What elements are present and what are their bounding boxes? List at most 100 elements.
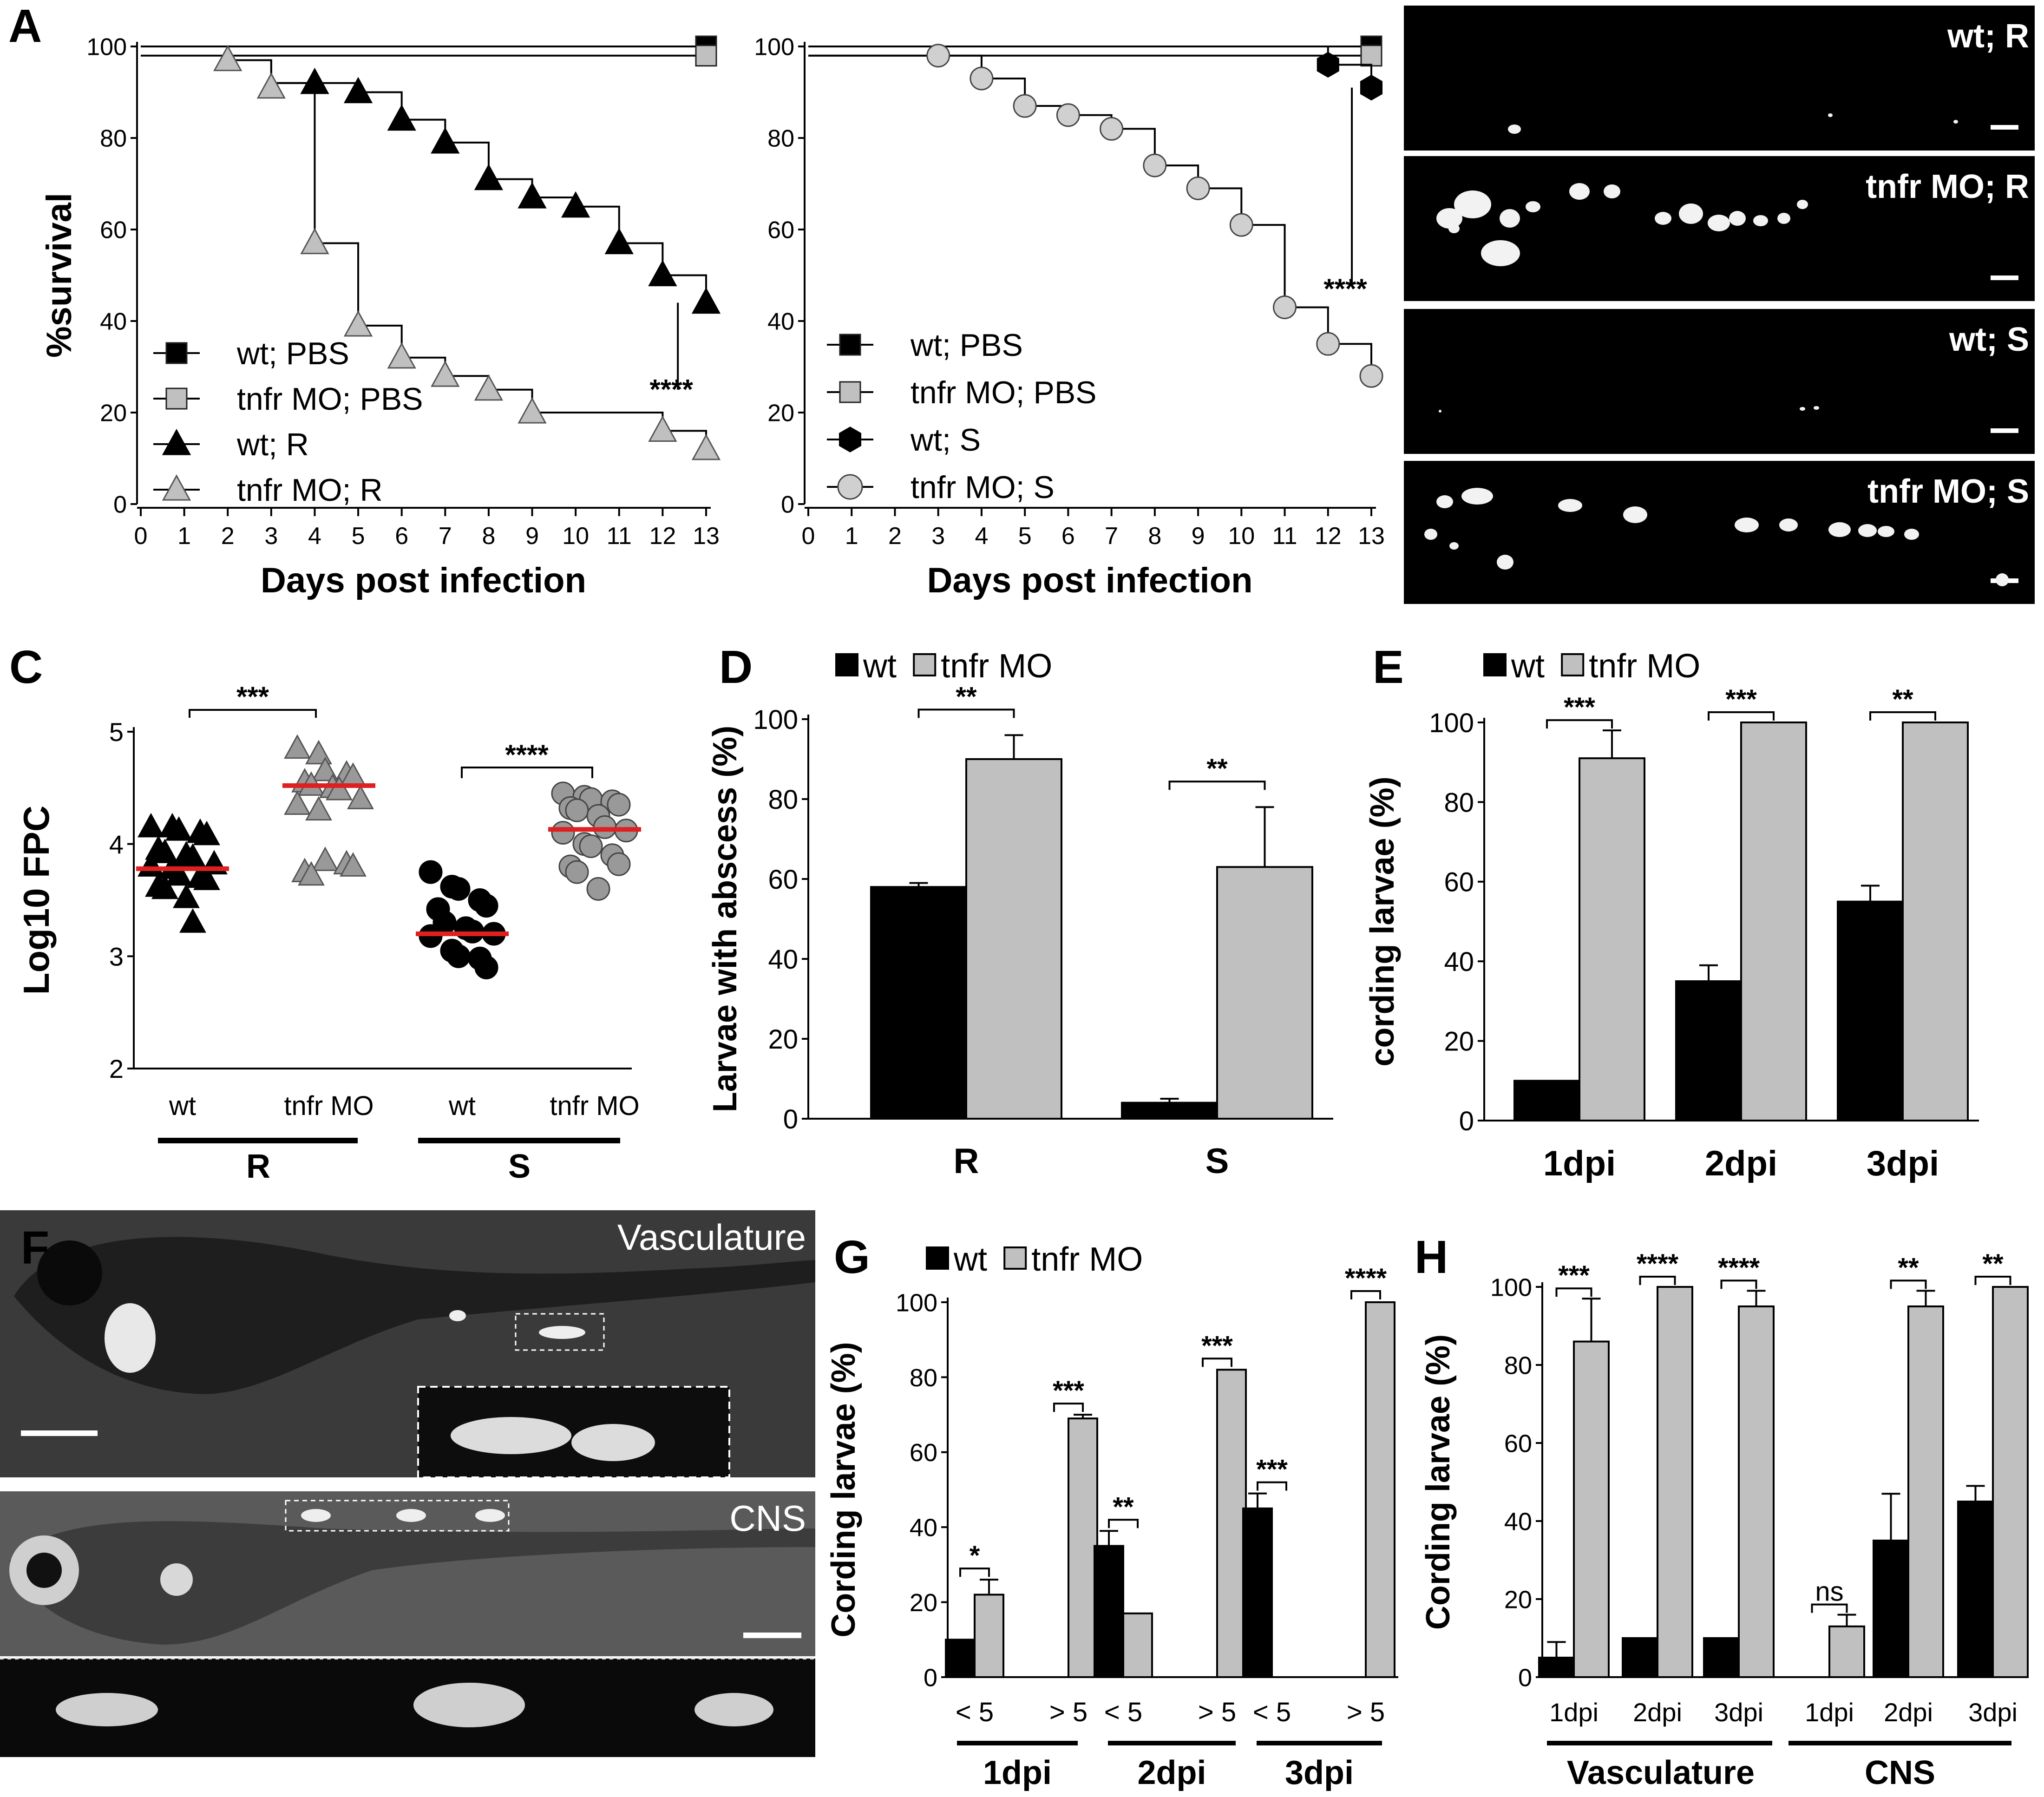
significance-bracket: [1108, 1519, 1139, 1528]
bar-y-axis-title: Cording larvae (%): [825, 1342, 862, 1637]
fluorescent-spot: [1858, 524, 1877, 537]
scatter-point: [565, 860, 589, 884]
scatter-point: [446, 944, 471, 968]
fluorescent-spot: [1708, 215, 1730, 231]
fluorescent-spot: [539, 1326, 585, 1339]
significance-label: *: [970, 1541, 980, 1571]
category-label: wt: [169, 1091, 196, 1121]
fluorescent-spot: [56, 1693, 158, 1726]
survival-point: [1360, 74, 1383, 101]
fluorescent-spot: [160, 1563, 193, 1596]
category-label: R: [954, 1141, 979, 1181]
scatter-point: [284, 790, 311, 815]
survival-point: [213, 45, 242, 72]
significance-label: ns: [1815, 1577, 1843, 1607]
fluorescent-spot: [1800, 407, 1805, 411]
survival-point: [343, 310, 373, 337]
legend-marker: [165, 342, 188, 364]
fluorescent-spot: [1436, 495, 1453, 508]
fluorescent-spot: [1679, 203, 1703, 224]
fluorescent-spot: [1655, 212, 1671, 225]
survival-line: [808, 54, 1372, 376]
fluorescent-spot: [1569, 183, 1590, 200]
significance-label: **: [1113, 1492, 1134, 1522]
survival-x-tick-label: 8: [482, 523, 495, 550]
bar: [1122, 1612, 1153, 1679]
survival-x-tick-label: 5: [1018, 523, 1032, 550]
significance-bracket: [1168, 780, 1266, 790]
significance-bracket: [189, 709, 317, 718]
category-label: > 5: [1198, 1697, 1236, 1727]
panel-label-d: D: [719, 641, 753, 693]
bar-y-tick-label: 20: [1444, 1026, 1474, 1056]
significance-bracket: [461, 767, 593, 778]
survival-point: [518, 397, 547, 424]
survival-x-tick-label: 6: [395, 523, 408, 550]
survival-point: [1360, 45, 1382, 67]
significance-bracket: [1890, 1279, 1927, 1289]
fluorescent-spot: [1904, 529, 1919, 540]
legend-label: wt: [863, 648, 897, 685]
survival-x-tick-label: 4: [975, 523, 988, 550]
scatter-point: [565, 798, 589, 822]
category-label: 1dpi: [1549, 1698, 1599, 1727]
fluorescent-spot: [1461, 488, 1493, 505]
bar-y-tick-label: 60: [768, 865, 798, 895]
scatter-y-tick-label: 5: [109, 717, 124, 747]
fluorescent-spot: [1953, 120, 1958, 124]
fluorescent-spot: [396, 1509, 426, 1522]
survival-y-tick-label: 0: [781, 492, 794, 518]
fluorescent-spot: [1878, 526, 1894, 537]
bar: [870, 886, 967, 1120]
scatter-point: [179, 908, 206, 933]
scatter-point: [586, 877, 610, 901]
bar-y-tick-label: 100: [896, 1289, 937, 1317]
fluorescent-spot: [1828, 113, 1833, 117]
bar-y-tick-label: 40: [910, 1514, 937, 1542]
bar: [1538, 1657, 1575, 1678]
significance-label: ***: [1201, 1331, 1233, 1361]
scatter-point: [340, 852, 367, 877]
panel-label-f: F: [21, 1222, 49, 1274]
bar-y-tick-label: 100: [1490, 1273, 1532, 1301]
scatter-point: [607, 852, 631, 876]
bar-y-axis-title: Larvae with abscess (%): [707, 726, 744, 1112]
legend-swatch: [835, 653, 858, 676]
legend-swatch: [913, 653, 937, 676]
larva-eye-pupil: [26, 1553, 62, 1588]
fluorescent-spot: [1454, 190, 1491, 218]
bar: [1873, 1540, 1909, 1678]
microscopy-image: [1404, 6, 2035, 151]
survival-point: [431, 361, 460, 387]
survival-point: [1186, 176, 1210, 200]
survival-y-tick-label: 40: [767, 308, 794, 335]
survival-point: [343, 77, 373, 104]
survival-y-tick-label: 60: [100, 217, 127, 244]
fluorescent-spot: [1449, 542, 1459, 550]
scatter-point: [419, 860, 443, 884]
survival-point: [648, 415, 677, 442]
fluorescent-spot: [1497, 555, 1513, 570]
survival-point: [604, 228, 634, 255]
survival-x-tick-label: 10: [562, 523, 589, 550]
bar-y-tick-label: 40: [768, 944, 798, 975]
bar: [965, 758, 1062, 1120]
survival-line: [808, 46, 1372, 88]
image-label: wt; R: [1947, 18, 2029, 55]
bar-y-axis-title: cording larvae (%): [1364, 776, 1401, 1066]
image-label: tnfr MO; R: [1866, 168, 2029, 205]
survival-x-tick-label: 9: [525, 523, 539, 550]
scatter-point: [193, 820, 220, 846]
bar: [1675, 980, 1742, 1122]
significance-label: **: [1982, 1249, 2004, 1279]
legend-marker: [837, 474, 863, 500]
significance-bracket: [1257, 1481, 1287, 1491]
bar-y-tick-label: 80: [768, 785, 798, 815]
significance-label: ***: [1053, 1376, 1084, 1406]
fluorescent-spot: [1500, 209, 1520, 228]
survival-x-tick-label: 6: [1061, 523, 1075, 550]
bar-y-tick-label: 100: [753, 705, 798, 735]
bar: [1657, 1286, 1693, 1678]
